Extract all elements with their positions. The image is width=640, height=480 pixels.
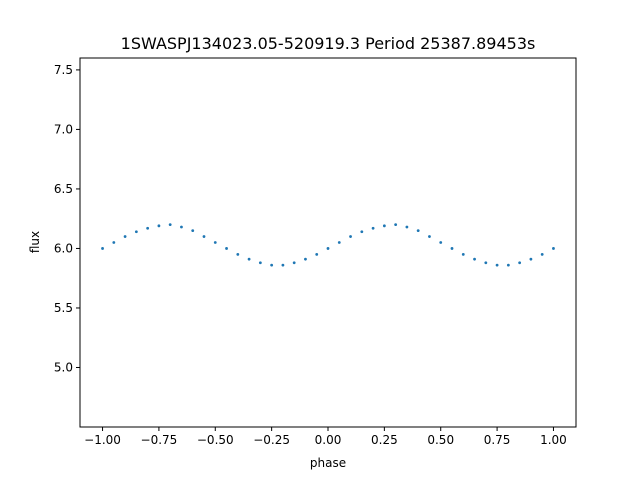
data-point: [552, 247, 555, 250]
chart-title: 1SWASPJ134023.05-520919.3 Period 25387.8…: [121, 34, 536, 53]
data-point: [337, 241, 341, 244]
x-axis-ticks: −1.00 −0.75 −0.50 −0.25 0.00 0.25 0.50 0.75 1.00: [84, 427, 567, 447]
x-tick-label: 0.25: [371, 433, 398, 447]
data-point: [428, 235, 431, 238]
x-tick-label: −0.25: [253, 433, 290, 447]
data-point: [123, 235, 127, 238]
data-point: [349, 235, 352, 238]
y-axis-ticks: 5.0 5.5 6.0 6.5 7.0 7.5: [54, 63, 80, 374]
data-point: [213, 241, 217, 244]
data-point: [518, 261, 522, 265]
data-point: [134, 230, 138, 234]
data-point: [450, 247, 454, 250]
data-point: [247, 257, 251, 261]
y-axis-label: flux: [28, 231, 42, 253]
x-tick-label: 0.75: [484, 433, 511, 447]
data-point: [461, 253, 465, 256]
y-tick-label: 5.0: [54, 360, 73, 374]
data-point: [281, 263, 285, 267]
y-tick-label: 7.0: [54, 122, 73, 136]
data-point: [258, 261, 262, 265]
x-tick-label: −0.50: [197, 433, 234, 447]
data-point: [157, 224, 161, 228]
data-point: [394, 223, 398, 227]
data-point: [529, 257, 533, 261]
data-point: [315, 253, 319, 256]
data-point: [180, 225, 183, 229]
data-point: [360, 230, 364, 234]
data-point: [439, 241, 443, 244]
x-tick-label: 0.50: [427, 433, 454, 447]
x-axis-label: phase: [310, 456, 346, 470]
data-point: [405, 225, 409, 229]
data-point: [168, 223, 172, 227]
x-tick-label: 1.00: [540, 433, 567, 447]
y-tick-label: 5.5: [54, 301, 73, 315]
data-point: [270, 263, 274, 267]
data-point: [112, 241, 116, 244]
y-tick-label: 6.0: [54, 241, 73, 255]
data-point: [292, 261, 296, 265]
data-point: [416, 229, 420, 232]
data-point: [495, 263, 499, 267]
x-tick-label: −1.00: [84, 433, 121, 447]
data-point: [202, 235, 206, 238]
data-point: [101, 247, 104, 250]
data-point: [540, 253, 544, 256]
data-point: [146, 226, 150, 230]
y-tick-label: 6.5: [54, 182, 73, 196]
data-point: [236, 253, 240, 256]
data-point: [371, 226, 375, 230]
data-point: [484, 261, 488, 265]
y-tick-label: 7.5: [54, 63, 73, 77]
data-point: [225, 247, 228, 250]
data-point: [506, 263, 510, 267]
x-tick-label: 0.00: [315, 433, 342, 447]
x-tick-label: −0.75: [141, 433, 178, 447]
data-point: [382, 224, 386, 228]
data-point: [304, 257, 307, 261]
data-point: [191, 229, 195, 232]
scatter-points: [101, 223, 555, 267]
data-point: [473, 257, 476, 261]
data-point: [326, 247, 330, 250]
